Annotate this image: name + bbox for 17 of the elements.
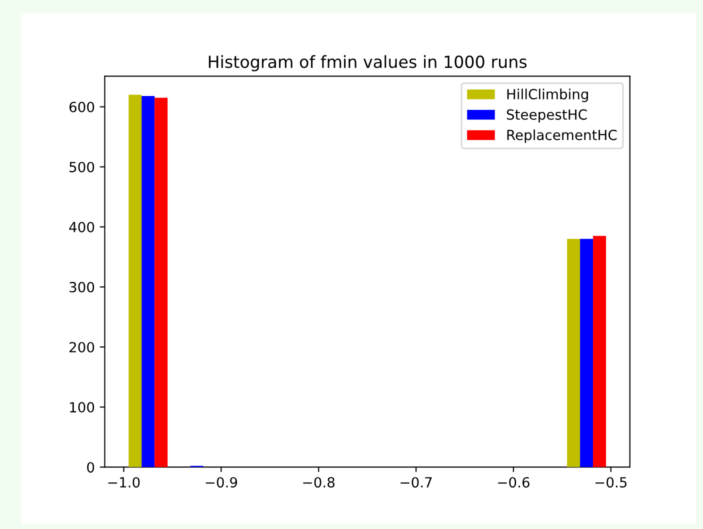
y-tick-label: 200 <box>70 342 94 352</box>
x-tick-label: −0.9 <box>206 477 238 488</box>
y-tick-label: 400 <box>69 222 94 232</box>
y-tick-label: 0 <box>87 462 94 473</box>
x-tick-label: −0.5 <box>596 477 627 488</box>
legend-label: SteepestHC <box>506 109 587 123</box>
chart-title: Histogram of fmin values in 1000 runs <box>208 55 527 72</box>
y-tick-label: 100 <box>70 402 94 413</box>
y-tick-label: 300 <box>70 282 94 292</box>
x-tick-label: −0.6 <box>498 477 530 488</box>
legend-label: HillClimbing <box>507 88 588 102</box>
x-tick-label: −0.8 <box>303 477 335 488</box>
x-tick-label: −1.0 <box>108 477 140 488</box>
y-tick-label: 500 <box>70 162 94 172</box>
y-tick-label: 600 <box>69 102 94 112</box>
legend-label: ReplacementHC <box>507 129 617 143</box>
x-tick-label: −0.7 <box>400 477 432 488</box>
